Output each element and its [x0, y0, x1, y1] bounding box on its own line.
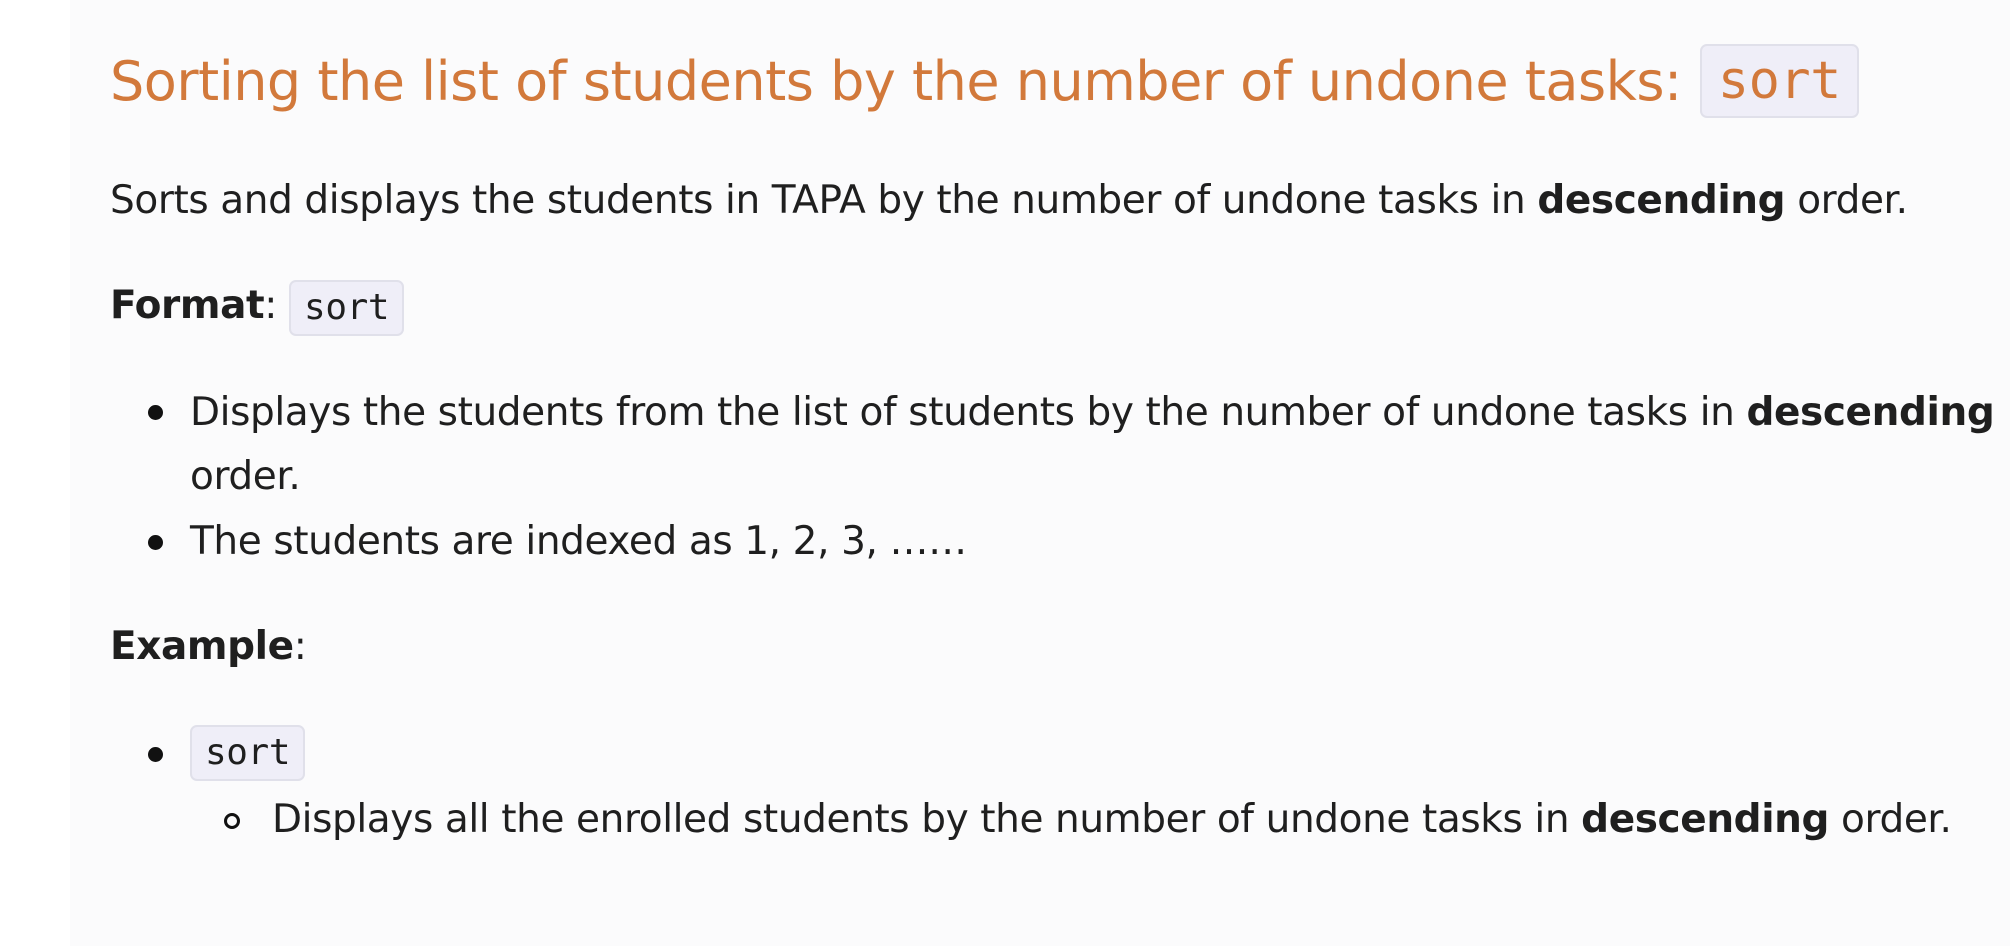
intro-paragraph: Sorts and displays the students in TAPA … — [110, 174, 1908, 228]
format-bullet-1-continued: order. — [190, 454, 301, 499]
format-line: Format: sort — [110, 279, 405, 336]
example-colon: : — [293, 624, 307, 669]
format-bullet-2: The students are indexed as 1, 2, 3, …… — [190, 519, 967, 564]
intro-text: Sorts and displays the students in TAPA … — [110, 178, 1538, 223]
bullet-dot — [148, 747, 163, 762]
format-label: Format — [110, 283, 265, 328]
format-bullet-1-bold: descending — [1746, 390, 1995, 435]
example-sub-item-bold: descending — [1581, 797, 1830, 842]
document-page: Sorting the list of students by the numb… — [70, 0, 2010, 946]
example-label: Example — [110, 624, 294, 669]
section-heading-text: Sorting the list of students by the numb… — [110, 50, 1682, 113]
sub-bullet-circle — [224, 813, 240, 829]
bullet-dot — [148, 405, 163, 420]
heading-command-code: sort — [1699, 44, 1859, 118]
section-heading: Sorting the list of students by the numb… — [110, 44, 1859, 120]
format-bullet-1-text: Displays the students from the list of s… — [190, 390, 1747, 435]
bullet-dot — [148, 535, 163, 550]
format-command-code: sort — [289, 279, 405, 336]
example-sub-item-end: order. — [1829, 797, 1952, 842]
intro-text-end: order. — [1785, 178, 1908, 223]
format-colon: : — [264, 283, 278, 328]
example-sub-item: Displays all the enrolled students by th… — [272, 793, 1952, 847]
intro-bold-word: descending — [1537, 178, 1786, 223]
example-sub-item-text: Displays all the enrolled students by th… — [272, 797, 1582, 842]
example-command-code: sort — [190, 724, 306, 781]
example-bullet-1: sort — [190, 724, 306, 781]
format-bullet-1: Displays the students from the list of s… — [190, 386, 1995, 440]
example-line: Example: — [110, 620, 307, 674]
